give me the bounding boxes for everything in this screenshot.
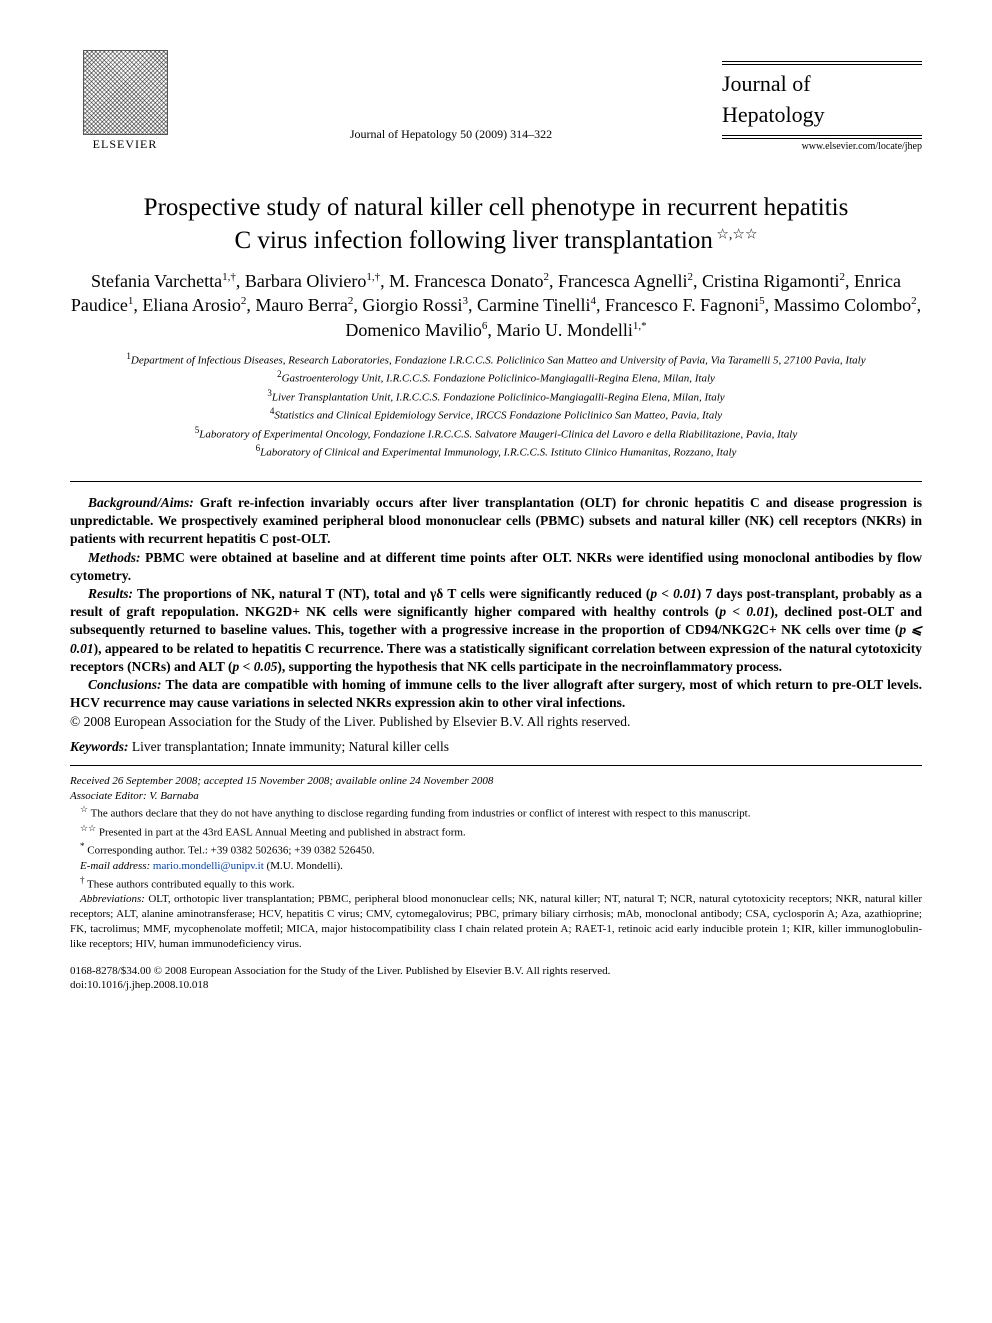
author-3: , M. Francesca Donato [380, 271, 543, 291]
email-link[interactable]: mario.mondelli@unipv.it [153, 860, 264, 872]
conclusions-label: Conclusions: [88, 677, 162, 692]
abstract: Background/Aims: Graft re-infection inva… [70, 494, 922, 731]
aff-2: Gastroenterology Unit, I.R.C.C.S. Fondaz… [282, 373, 715, 385]
received-line: Received 26 September 2008; accepted 15 … [70, 774, 922, 789]
author-2: , Barbara Oliviero [236, 271, 366, 291]
publisher-name: ELSEVIER [93, 137, 158, 152]
results-5: ), supporting the hypothesis that NK cel… [277, 659, 782, 674]
author-9: , Giorgio Rossi [353, 295, 462, 315]
author-12: , Massimo Colombo [765, 295, 912, 315]
aff-6: Laboratory of Clinical and Experimental … [260, 447, 736, 459]
journal-url[interactable]: www.elsevier.com/locate/jhep [722, 141, 922, 152]
rule-bottom [70, 765, 922, 766]
conclusions-text: The data are compatible with homing of i… [70, 677, 922, 710]
author-11: , Francesco F. Fagnoni [596, 295, 759, 315]
author-14: , Mario U. Mondelli [487, 320, 633, 340]
issn-line: 0168-8278/$34.00 © 2008 European Associa… [70, 964, 922, 978]
journal-title-line2: Hepatology [722, 102, 825, 127]
elsevier-logo-icon [83, 50, 168, 135]
title-line1: Prospective study of natural killer cell… [144, 194, 849, 221]
email-label: E-mail address: [80, 860, 153, 872]
author-1-sup: 1,† [222, 271, 236, 283]
article-title: Prospective study of natural killer cell… [80, 192, 912, 257]
results-1: The proportions of NK, natural T (NT), t… [133, 586, 650, 601]
methods-label: Methods: [88, 550, 141, 565]
dagger-text: These authors contributed equally to thi… [85, 878, 295, 890]
background-label: Background/Aims: [88, 495, 194, 510]
journal-title: Journal of Hepatology [722, 61, 922, 139]
background-text: Graft re-infection invariably occurs aft… [70, 495, 922, 546]
header-bar: ELSEVIER Journal of Hepatology 50 (2009)… [70, 50, 922, 152]
abbr-text: OLT, orthotopic liver transplantation; P… [70, 893, 922, 950]
affiliations: 1Department of Infectious Diseases, Rese… [70, 350, 922, 461]
abstract-copyright: © 2008 European Association for the Stud… [70, 713, 922, 731]
aff-1: Department of Infectious Diseases, Resea… [131, 355, 866, 367]
title-line2: C virus infection following liver transp… [234, 227, 712, 254]
author-4: , Francesca Agnelli [549, 271, 687, 291]
methods-text: PBMC were obtained at baseline and at di… [70, 550, 922, 583]
results-label: Results: [88, 586, 133, 601]
author-list: Stefania Varchetta1,†, Barbara Oliviero1… [70, 269, 922, 342]
author-2-sup: 1,† [366, 271, 380, 283]
associate-editor: Associate Editor: V. Barnaba [70, 789, 922, 804]
star2-text: Presented in part at the 43rd EASL Annua… [96, 827, 466, 839]
results-p2: p < 0.01 [719, 604, 770, 619]
footnotes: Received 26 September 2008; accepted 15 … [70, 774, 922, 952]
abbr-label: Abbreviations: [80, 893, 148, 905]
footer: 0168-8278/$34.00 © 2008 European Associa… [70, 964, 922, 993]
aff-4: Statistics and Clinical Epidemiology Ser… [274, 410, 722, 422]
journal-reference: Journal of Hepatology 50 (2009) 314–322 [180, 127, 722, 152]
author-1: Stefania Varchetta [91, 271, 222, 291]
aff-5: Laboratory of Experimental Oncology, Fon… [199, 429, 797, 441]
author-5: , Cristina Rigamonti [693, 271, 840, 291]
publisher-block: ELSEVIER [70, 50, 180, 152]
author-14-sup: 1,* [633, 320, 647, 332]
keywords-text: Liver transplantation; Innate immunity; … [129, 739, 450, 754]
star1-mark: ☆ [80, 804, 88, 814]
corr-text: Corresponding author. Tel.: +39 0382 502… [85, 845, 375, 857]
keywords: Keywords: Liver transplantation; Innate … [70, 739, 922, 755]
email-tail: (M.U. Mondelli). [264, 860, 343, 872]
star1-text: The authors declare that they do not hav… [88, 808, 750, 820]
results-p1: p < 0.01 [650, 586, 696, 601]
journal-title-line1: Journal of [722, 71, 811, 96]
title-footnote-marker: ☆,☆☆ [713, 227, 758, 242]
rule-top [70, 481, 922, 482]
aff-3: Liver Transplantation Unit, I.R.C.C.S. F… [272, 392, 725, 404]
author-8: , Mauro Berra [246, 295, 347, 315]
author-10: , Carmine Tinelli [468, 295, 591, 315]
journal-title-block: Journal of Hepatology www.elsevier.com/l… [722, 61, 922, 152]
results-p4: p < 0.05 [233, 659, 278, 674]
keywords-label: Keywords: [70, 739, 129, 754]
doi-line: doi:10.1016/j.jhep.2008.10.018 [70, 978, 922, 992]
star2-mark: ☆☆ [80, 823, 96, 833]
author-7: , Eliana Arosio [133, 295, 240, 315]
